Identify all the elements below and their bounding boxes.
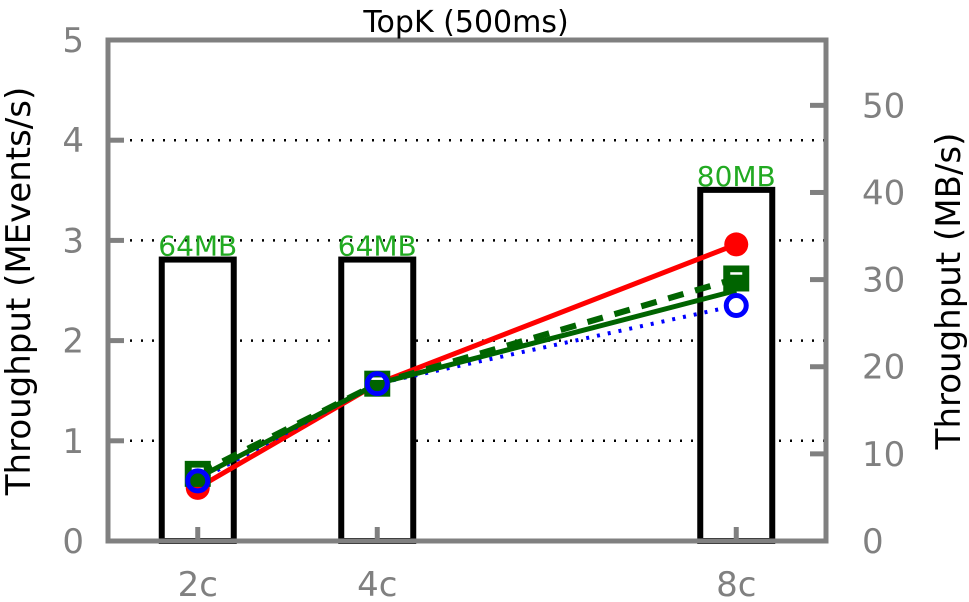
x-tick-label: 4c (357, 565, 397, 602)
y-right-tick-label: 20 (862, 348, 905, 388)
series-line (196, 303, 737, 483)
line-layer (196, 242, 738, 491)
data-point (724, 232, 749, 257)
y-right-tick-label: 10 (862, 435, 905, 475)
bar-label: 64MB (158, 230, 237, 263)
bar-layer (158, 186, 776, 544)
y-right-tick-label: 40 (862, 173, 905, 213)
data-point (723, 265, 750, 292)
y-right-tick-label: 0 (862, 522, 884, 562)
y-left-tick-label: 0 (62, 522, 84, 562)
series-line (196, 275, 738, 477)
y-left-tick-label: 3 (62, 221, 84, 261)
marker-layer (184, 232, 750, 500)
y-left-tick-label: 5 (62, 21, 84, 61)
y-left-tick-label: 1 (62, 422, 84, 462)
y-axis-left-title: Throughput (MEvents/s) (0, 87, 39, 496)
y-right-tick-label: 30 (862, 261, 905, 301)
axis-layer (105, 37, 829, 544)
data-point (185, 468, 211, 494)
x-tick-label: 8c (716, 565, 756, 602)
y-axis-right-title: Throughput (MB/s) (929, 133, 969, 451)
x-tick-label: 2c (178, 565, 218, 602)
y-right-tick-label: 50 (862, 86, 905, 126)
text-layer: TopK (500ms) Throughput (MEvents/s) Thro… (0, 5, 969, 602)
series-line (196, 242, 738, 491)
data-point (364, 371, 390, 397)
data-point (723, 293, 749, 319)
plot-frame (105, 37, 829, 544)
bar-label: 64MB (338, 230, 417, 263)
y-left-tick-label: 2 (62, 322, 84, 362)
chart-title: TopK (500ms) (362, 5, 568, 40)
bar-label: 80MB (697, 160, 776, 193)
series-line (196, 288, 737, 481)
y-left-tick-label: 4 (62, 121, 84, 161)
